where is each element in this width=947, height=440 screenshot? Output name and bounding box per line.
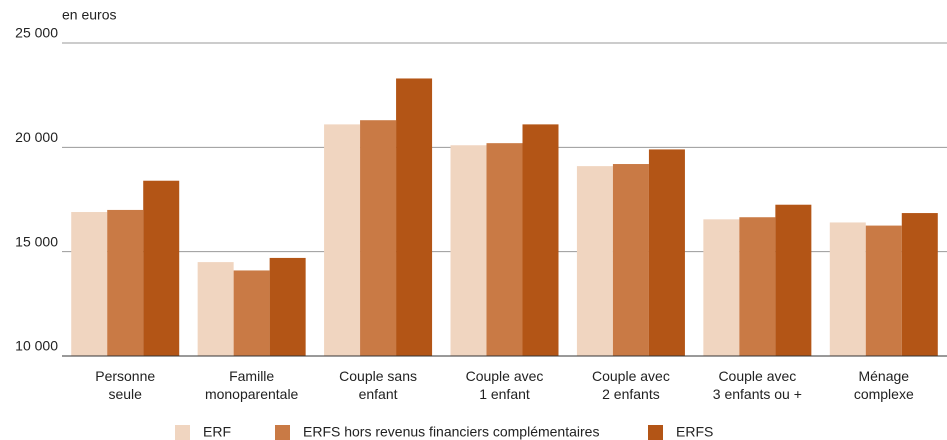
legend-swatch	[175, 425, 190, 440]
legend-swatch	[275, 425, 290, 440]
bar	[829, 222, 866, 356]
bar	[143, 180, 180, 356]
legend-label: ERFS	[676, 424, 713, 440]
bar	[233, 270, 270, 356]
axis-label: en euros	[62, 7, 116, 23]
bar	[486, 143, 523, 356]
bar	[703, 219, 740, 356]
bar	[739, 217, 776, 356]
bar	[197, 262, 234, 356]
bar	[107, 209, 144, 356]
bar	[901, 213, 938, 356]
y-tick-label: 25 000	[15, 25, 58, 41]
bar	[71, 212, 108, 356]
bar	[396, 78, 433, 357]
bar	[269, 257, 306, 356]
x-tick-label: Famille monoparentale	[205, 368, 299, 402]
bar	[576, 166, 613, 356]
legend-label: ERFS hors revenus financiers complémenta…	[303, 424, 599, 440]
x-tick-label: Personne seule	[95, 368, 155, 402]
x-tick-label: Couple sans enfant	[339, 368, 417, 402]
x-tick-label: Ménage complexe	[854, 368, 914, 402]
bar	[324, 124, 361, 356]
x-tick-label: Couple avec 2 enfants	[592, 368, 670, 402]
y-tick-label: 15 000	[15, 233, 58, 249]
y-tick-label: 20 000	[15, 129, 58, 145]
bar	[522, 124, 559, 356]
bar	[865, 225, 902, 356]
bar	[450, 145, 487, 356]
y-tick-label: 10 000	[15, 338, 58, 354]
x-tick-label: Couple avec 1 enfant	[466, 368, 544, 402]
bar	[648, 149, 685, 356]
bar	[775, 204, 812, 356]
bar	[612, 164, 649, 356]
legend-label: ERF	[203, 424, 231, 440]
bar	[360, 120, 397, 356]
legend-swatch	[648, 425, 663, 440]
x-tick-label: Couple avec 3 enfants ou +	[713, 368, 802, 402]
